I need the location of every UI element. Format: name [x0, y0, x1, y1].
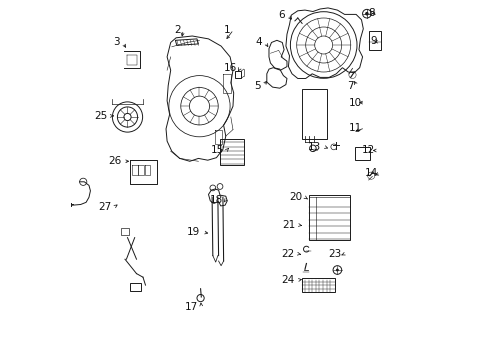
Text: 20: 20: [288, 192, 302, 202]
Text: 2: 2: [173, 24, 180, 35]
Text: 26: 26: [107, 156, 121, 166]
Bar: [355, 147, 369, 160]
Bar: [368, 31, 381, 50]
Text: 19: 19: [186, 227, 200, 237]
Text: 16: 16: [224, 63, 237, 73]
Circle shape: [365, 13, 367, 15]
Bar: [220, 139, 244, 165]
Circle shape: [335, 269, 338, 271]
Text: 12: 12: [361, 145, 374, 156]
Text: 18: 18: [209, 195, 223, 205]
Text: 11: 11: [348, 123, 362, 133]
Text: 15: 15: [210, 145, 223, 156]
Bar: [121, 228, 128, 235]
Text: 13: 13: [307, 142, 321, 152]
Text: 27: 27: [98, 202, 111, 212]
Text: 24: 24: [281, 275, 294, 285]
Text: 7: 7: [346, 81, 353, 91]
Bar: [130, 283, 141, 291]
Text: 21: 21: [282, 220, 295, 230]
Text: 1: 1: [224, 24, 230, 35]
Text: 14: 14: [364, 168, 377, 178]
Text: 23: 23: [328, 249, 341, 259]
Bar: [302, 278, 334, 292]
Text: 5: 5: [253, 81, 260, 91]
Text: 8: 8: [367, 8, 374, 18]
Bar: [302, 89, 326, 139]
Text: 25: 25: [94, 111, 107, 121]
Text: 10: 10: [348, 98, 362, 108]
Text: 4: 4: [255, 37, 262, 48]
Text: 17: 17: [185, 302, 198, 312]
Text: 6: 6: [278, 10, 284, 20]
Text: 22: 22: [281, 249, 294, 259]
Text: 3: 3: [113, 37, 120, 48]
Text: 9: 9: [369, 36, 376, 46]
